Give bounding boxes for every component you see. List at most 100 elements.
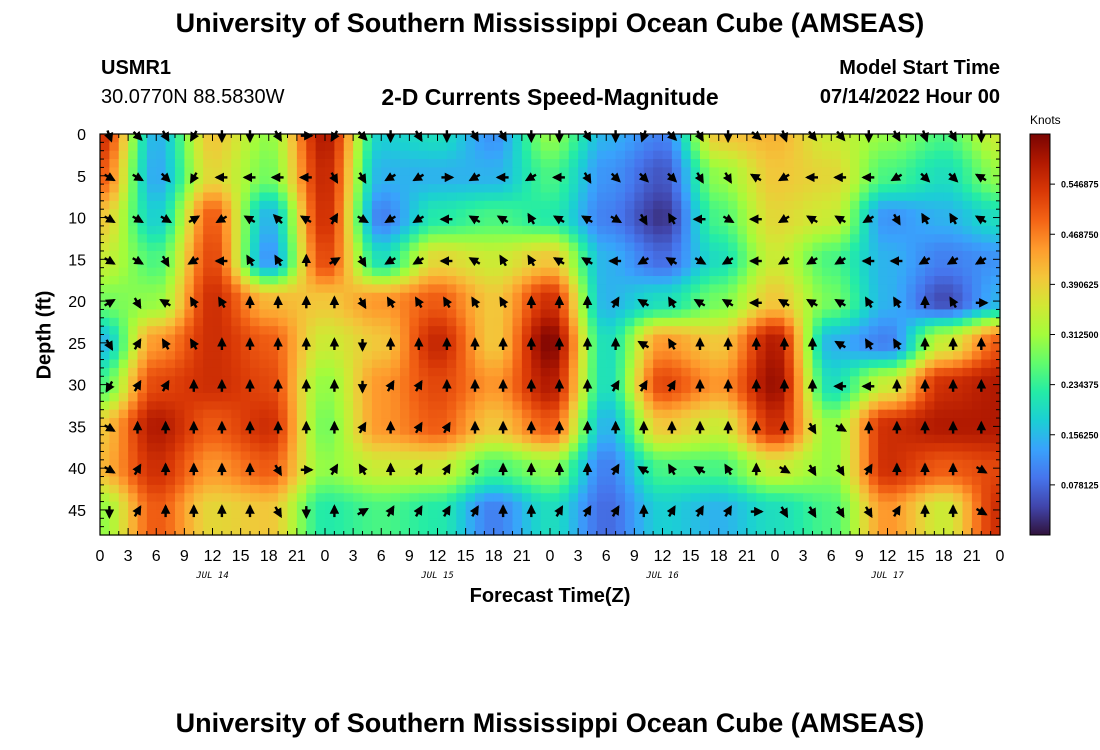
heatmap-cell bbox=[334, 426, 345, 436]
heatmap-cell bbox=[990, 451, 1001, 461]
heatmap-cell bbox=[850, 518, 860, 528]
heatmap-cell bbox=[231, 142, 242, 152]
heatmap-cell bbox=[203, 167, 214, 177]
heatmap-cell bbox=[709, 209, 720, 219]
heatmap-cell bbox=[428, 392, 439, 402]
heatmap-cell bbox=[193, 484, 204, 494]
heatmap-cell bbox=[568, 384, 579, 394]
heatmap-cell bbox=[343, 434, 354, 444]
heatmap-cell bbox=[353, 267, 364, 277]
heatmap-cell bbox=[840, 209, 851, 219]
heatmap-cell bbox=[512, 134, 523, 143]
current-vector-arrow bbox=[721, 298, 734, 309]
heatmap-cell bbox=[765, 159, 776, 169]
heatmap-cell bbox=[409, 351, 420, 361]
heatmap-cell bbox=[653, 134, 664, 143]
heatmap-cell bbox=[400, 234, 410, 244]
heatmap-cell bbox=[821, 301, 832, 311]
heatmap-cell bbox=[521, 267, 532, 277]
heatmap-cell bbox=[803, 150, 814, 160]
heatmap-cell bbox=[962, 309, 973, 319]
heatmap-cell bbox=[784, 134, 795, 143]
heatmap-cell bbox=[718, 192, 729, 202]
heatmap-cell bbox=[653, 175, 664, 185]
heatmap-cell bbox=[325, 401, 335, 411]
heatmap-cell bbox=[906, 192, 917, 202]
heatmap-cell bbox=[784, 284, 795, 294]
heatmap-cell bbox=[840, 184, 851, 194]
heatmap-cell bbox=[634, 167, 645, 177]
heatmap-cell bbox=[193, 200, 204, 210]
heatmap-cell bbox=[521, 159, 532, 169]
heatmap-cell bbox=[306, 384, 317, 394]
heatmap-cell bbox=[540, 418, 551, 427]
heatmap-cell bbox=[878, 501, 889, 511]
heatmap-cell bbox=[456, 217, 467, 227]
heatmap-cell bbox=[981, 192, 992, 202]
heatmap-cell bbox=[728, 401, 739, 411]
heatmap-cell bbox=[906, 476, 917, 486]
heatmap-cell bbox=[137, 150, 148, 160]
heatmap-cell bbox=[625, 242, 635, 252]
heatmap-cell bbox=[221, 501, 232, 511]
heatmap-cell bbox=[559, 493, 570, 503]
heatmap-cell bbox=[118, 367, 129, 377]
current-vector-arrow bbox=[975, 464, 988, 474]
current-vector-arrow bbox=[806, 255, 818, 265]
heatmap-cell bbox=[484, 509, 495, 519]
heatmap-cell bbox=[306, 209, 317, 219]
heatmap-cell bbox=[118, 484, 129, 494]
heatmap-cell bbox=[259, 459, 270, 469]
heatmap-cell bbox=[728, 309, 739, 319]
heatmap-cell bbox=[634, 409, 645, 419]
heatmap-cell bbox=[953, 150, 964, 160]
heatmap-cell bbox=[306, 401, 317, 411]
heatmap-cell bbox=[353, 359, 364, 369]
heatmap-cell bbox=[437, 209, 448, 219]
heatmap-cell bbox=[578, 309, 589, 319]
heatmap-cell bbox=[343, 392, 354, 402]
heatmap-cell bbox=[934, 367, 945, 377]
heatmap-cell bbox=[821, 217, 832, 227]
heatmap-cell bbox=[259, 159, 270, 169]
heatmap-cell bbox=[371, 134, 382, 143]
heatmap-cell bbox=[418, 284, 429, 294]
heatmap-cell bbox=[653, 426, 664, 436]
heatmap-cell bbox=[868, 159, 879, 169]
heatmap-cell bbox=[400, 200, 410, 210]
heatmap-cell bbox=[381, 225, 392, 235]
heatmap-cell bbox=[390, 175, 401, 185]
heatmap-cell bbox=[203, 217, 214, 227]
heatmap-cell bbox=[531, 526, 542, 536]
heatmap-cell bbox=[690, 443, 701, 453]
heatmap-cell bbox=[118, 301, 129, 311]
heatmap-cell bbox=[775, 167, 785, 177]
heatmap-cell bbox=[943, 276, 954, 285]
heatmap-cell bbox=[231, 526, 242, 536]
heatmap-cell bbox=[456, 150, 467, 160]
heatmap-cell bbox=[568, 418, 579, 427]
heatmap-cell bbox=[681, 184, 692, 194]
heatmap-cell bbox=[521, 359, 532, 369]
heatmap-cell bbox=[896, 250, 907, 260]
heatmap-cell bbox=[728, 159, 739, 169]
heatmap-cell bbox=[493, 326, 504, 336]
heatmap-cell bbox=[221, 225, 232, 235]
heatmap-cell bbox=[175, 359, 185, 369]
heatmap-cell bbox=[428, 376, 439, 386]
heatmap-cell bbox=[184, 392, 195, 402]
heatmap-cell bbox=[278, 334, 289, 344]
heatmap-cell bbox=[990, 234, 1001, 244]
heatmap-cell bbox=[484, 326, 495, 336]
heatmap-cell bbox=[662, 518, 673, 528]
heatmap-cell bbox=[315, 259, 326, 269]
heatmap-cell bbox=[756, 142, 767, 152]
heatmap-cell bbox=[756, 326, 767, 336]
heatmap-cell bbox=[606, 184, 617, 194]
heatmap-cell bbox=[990, 392, 1001, 402]
heatmap-cell bbox=[596, 484, 607, 494]
heatmap-cell bbox=[221, 150, 232, 160]
heatmap-cell bbox=[193, 309, 204, 319]
heatmap-cell bbox=[334, 225, 345, 235]
heatmap-cell bbox=[709, 351, 720, 361]
